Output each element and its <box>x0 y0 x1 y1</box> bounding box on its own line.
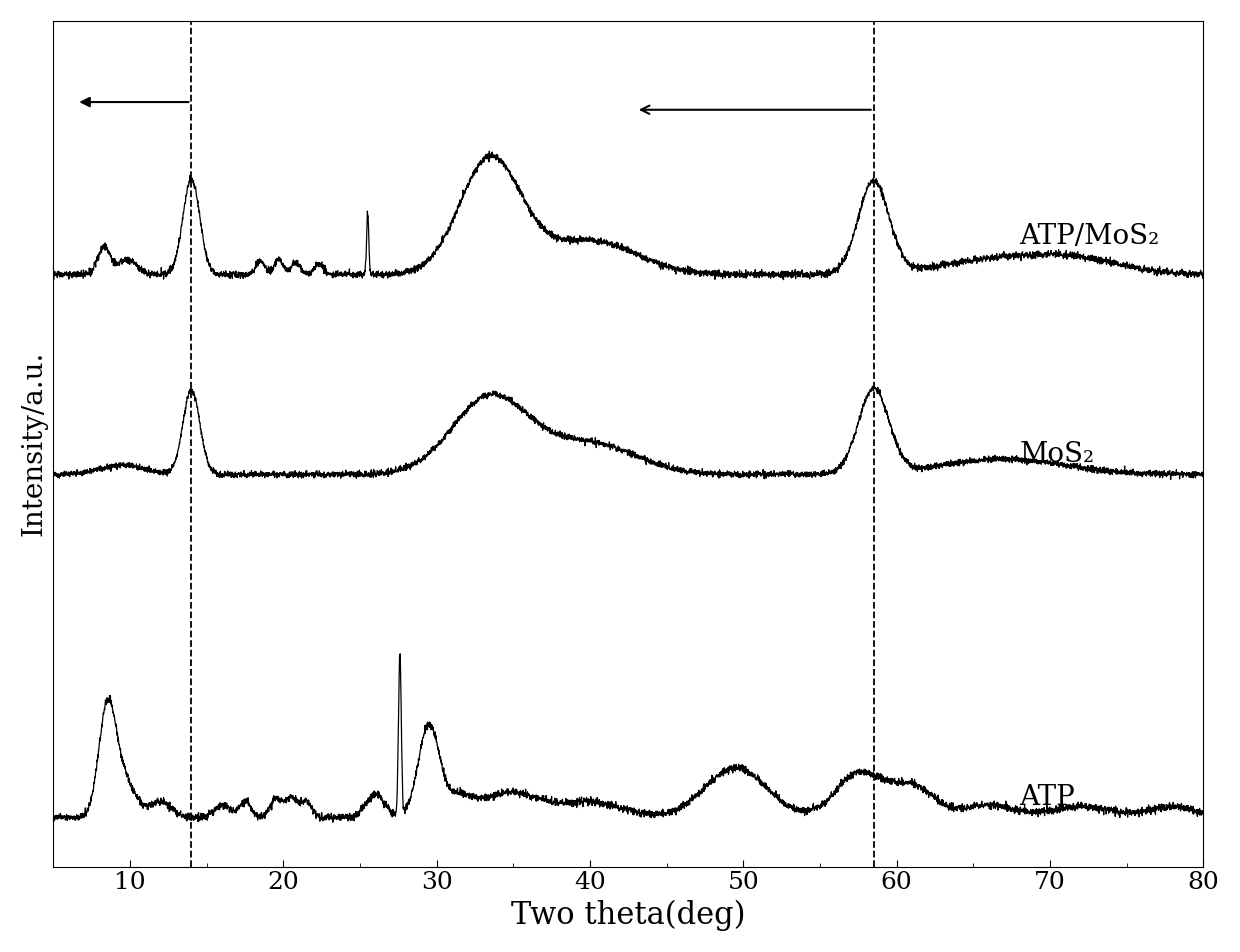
Text: ATP: ATP <box>1019 783 1075 811</box>
X-axis label: Two theta(deg): Two theta(deg) <box>511 900 745 931</box>
Text: MoS₂: MoS₂ <box>1019 441 1095 468</box>
Y-axis label: Intensity/a.u.: Intensity/a.u. <box>21 351 48 536</box>
Text: ATP/MoS₂: ATP/MoS₂ <box>1019 223 1159 249</box>
